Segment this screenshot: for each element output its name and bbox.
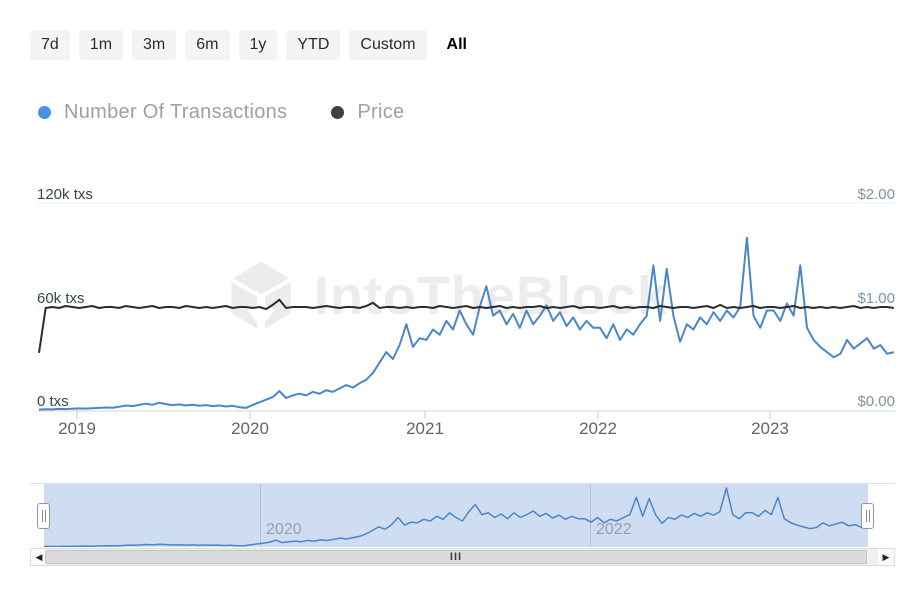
range-button-3m[interactable]: 3m: [132, 30, 177, 60]
left-axis-tick-60k: 60k txs: [37, 290, 85, 307]
legend-label: Price: [357, 101, 405, 123]
legend-item-price[interactable]: Price: [331, 101, 404, 124]
time-range-toolbar: 7d 1m 3m 6m 1y YTD Custom All: [30, 30, 478, 60]
scrollbar-grip-icon: III: [449, 551, 463, 563]
right-axis-tick-0: $0.00: [857, 393, 895, 410]
navigator-gridline-2022: [590, 484, 591, 547]
x-axis-label-2021: 2021: [406, 419, 444, 438]
right-axis-tick-1: $1.00: [857, 290, 895, 307]
range-button-custom[interactable]: Custom: [349, 30, 427, 60]
right-axis-tick-2: $2.00: [857, 186, 895, 203]
navigator-left-handle[interactable]: [37, 503, 50, 529]
range-button-1m[interactable]: 1m: [78, 30, 124, 60]
x-axis-label-2020: 2020: [231, 419, 269, 438]
main-chart-plot-area[interactable]: [0, 150, 913, 435]
transactions-legend-dot-icon: [38, 106, 51, 119]
scroll-left-button[interactable]: ◀: [31, 549, 47, 565]
handle-grip-icon: [865, 510, 870, 522]
navigator-scrollbar[interactable]: ◀ III ▶: [30, 548, 895, 566]
range-button-ytd[interactable]: YTD: [286, 30, 341, 60]
chart-legend: Number Of Transactions Price: [38, 101, 404, 124]
scroll-right-button[interactable]: ▶: [878, 549, 894, 565]
navigator-label-2022: 2022: [596, 521, 632, 538]
handle-grip-icon: [41, 510, 46, 522]
price-line: [38, 298, 894, 353]
left-axis-tick-0: 0 txs: [37, 393, 69, 410]
navigator-right-handle[interactable]: [861, 503, 874, 529]
navigator-gridline-2020: [260, 484, 261, 547]
transactions-line: [38, 236, 895, 411]
watermark-text: IntoTheBlock: [314, 266, 669, 326]
watermark: IntoTheBlock: [222, 256, 668, 336]
navigator-plot-area[interactable]: [30, 484, 895, 547]
range-button-all[interactable]: All: [436, 30, 478, 60]
x-axis-label-2019: 2019: [58, 419, 96, 438]
legend-item-transactions[interactable]: Number Of Transactions: [38, 101, 287, 124]
x-axis-label-2023: 2023: [751, 419, 789, 438]
range-button-7d[interactable]: 7d: [30, 30, 70, 60]
price-legend-dot-icon: [331, 106, 345, 119]
navigator-selected-range[interactable]: [44, 484, 868, 547]
range-button-1y[interactable]: 1y: [238, 30, 278, 60]
left-axis-tick-120k: 120k txs: [37, 186, 93, 203]
x-axis-label-2022: 2022: [579, 419, 617, 438]
scrollbar-thumb[interactable]: III: [45, 550, 867, 564]
navigator-label-2020: 2020: [266, 521, 302, 538]
legend-label: Number Of Transactions: [64, 101, 288, 123]
navigator-top-border: [30, 483, 895, 484]
range-button-6m[interactable]: 6m: [185, 30, 230, 60]
navigator-series-line: [43, 487, 869, 547]
